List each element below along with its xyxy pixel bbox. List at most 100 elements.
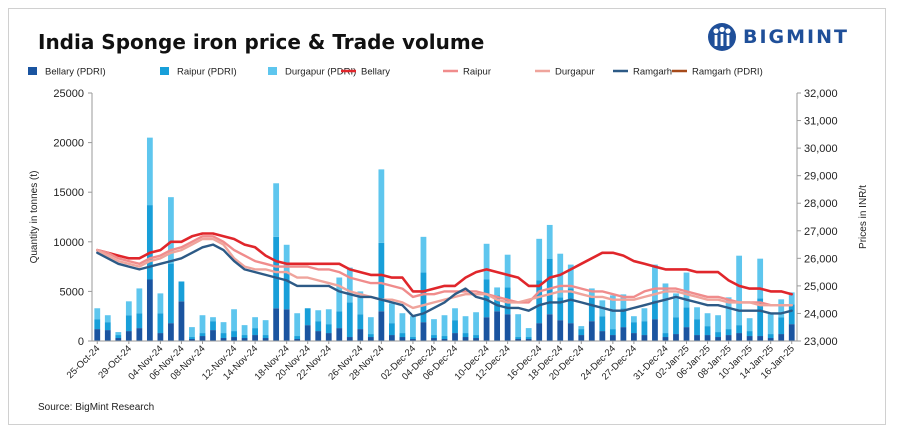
bar-bellary-pdri [778,334,785,341]
bar-durgapur-pdri [767,313,774,335]
bar-durgapur-pdri [536,238,543,281]
bar-durgapur-pdri [620,294,627,309]
legend-label: Durgapur (PDRI) [285,67,356,78]
bar-raipur-pdri [641,321,648,336]
bar-raipur-pdri [767,334,774,339]
bar-durgapur-pdri [473,312,479,336]
y-tick-label: 15000 [53,187,84,199]
bar-bellary-pdri [725,335,732,341]
bar-durgapur-pdri [262,320,269,336]
y2-tick-label: 32,000 [804,88,838,100]
bar-bellary-pdri [431,338,437,341]
bar-raipur-pdri [631,322,637,334]
bar-bellary-pdri [136,328,143,341]
bar-bellary-pdri [578,335,585,341]
bar-raipur-pdri [157,313,164,334]
bar-raipur-pdri [420,272,427,323]
bar-durgapur-pdri [494,287,501,296]
bar-durgapur-pdri [431,319,437,336]
bar-bellary-pdri [146,279,153,341]
bar-bellary-pdri [336,328,343,341]
bar-durgapur-pdri [136,288,143,314]
bar-durgapur-pdri [725,297,732,330]
bar-raipur-pdri [367,334,374,338]
bar-durgapur-pdri [189,327,195,338]
bar-bellary-pdri [273,308,280,341]
bar-bellary-pdri [104,330,111,341]
bar-raipur-pdri [241,335,248,339]
bar-bellary-pdri [652,319,658,341]
bar-raipur-pdri [357,314,364,330]
bar-bellary-pdri [378,311,385,341]
bar-bellary-pdri [189,339,195,341]
bar-raipur-pdri [536,280,543,324]
bar-durgapur-pdri [94,308,101,320]
legend: Bellary (PDRI) Raipur (PDRI) Durgapur (PDR… [28,67,763,78]
bar-raipur-pdri [788,304,795,325]
legend-label: Ramgarh (PDRI) [692,67,763,78]
legend-label: Raipur (PDRI) [177,67,237,78]
bar-bellary-pdri [262,338,269,341]
bar-raipur-pdri [283,271,290,310]
bar-raipur-pdri [462,333,469,338]
y2-tick-label: 30,000 [804,143,838,155]
bar-raipur-pdri [315,321,322,332]
bar-bellary-pdri [283,309,290,341]
bar-durgapur-pdri [231,309,237,332]
bar-durgapur-pdri [462,316,469,334]
bar-durgapur-pdri [673,293,679,318]
bar-raipur-pdri [567,288,574,324]
bar-bellary-pdri [94,329,101,341]
bar-durgapur-pdri [778,299,785,318]
bar-bellary-pdri [441,339,448,341]
bar-raipur-pdri [525,337,532,340]
bar-raipur-pdri [199,333,206,337]
bar-durgapur-pdri [683,272,690,308]
bar-bellary-pdri [546,314,553,341]
bar-durgapur-pdri [125,301,132,316]
bar-durgapur-pdri [273,183,280,237]
bar-raipur-pdri [662,333,669,338]
bar-bellary-pdri [452,333,458,341]
bar-bellary-pdri [715,337,721,341]
bar-durgapur-pdri [588,288,595,298]
bar-durgapur-pdri [504,254,511,288]
bar-bellary-pdri [609,335,616,341]
bigmint-logo-icon [708,23,736,51]
bar-durgapur-pdri [652,264,658,301]
bigmint-logo: BIGMINT [707,22,849,52]
legend-swatch [28,67,37,75]
bar-bellary-pdri [325,333,332,341]
bar-bellary-pdri [199,336,206,341]
legend-label: Raipur [463,67,491,78]
bar-raipur-pdri [399,333,406,338]
x-tick-label: 25-Oct-24 [65,343,103,381]
bar-bellary-pdri [357,329,364,341]
bar-raipur-pdri [178,281,185,302]
bar-raipur-pdri [609,329,616,336]
bar-bellary-pdri [125,331,132,341]
bar-bellary-pdri [673,334,679,341]
bar-bellary-pdri [178,301,185,341]
bar-durgapur-pdri [115,332,122,336]
y-axis-title: Quantity in tonnes (t) [29,171,40,264]
bar-durgapur-pdri [346,267,353,303]
bar-raipur-pdri [652,300,658,320]
bar-raipur-pdri [294,336,301,340]
bar-raipur-pdri [94,319,101,330]
bar-raipur-pdri [431,335,437,339]
bar-durgapur-pdri [252,317,258,329]
bar-durgapur-pdri [441,315,448,337]
legend-swatch [268,67,277,75]
bar-bellary-pdri [315,331,322,341]
bar-raipur-pdri [473,335,479,339]
bar-raipur-pdri [494,295,501,312]
bar-raipur-pdri [588,297,595,322]
bar-bellary-pdri [746,336,753,341]
bar-raipur-pdri [546,258,553,315]
bar-durgapur-pdri [241,325,248,336]
bar-bellary-pdri [304,325,311,341]
bar-bellary-pdri [410,339,416,341]
bar-durgapur-pdri [388,303,395,324]
bar-bellary-pdri [694,335,700,341]
